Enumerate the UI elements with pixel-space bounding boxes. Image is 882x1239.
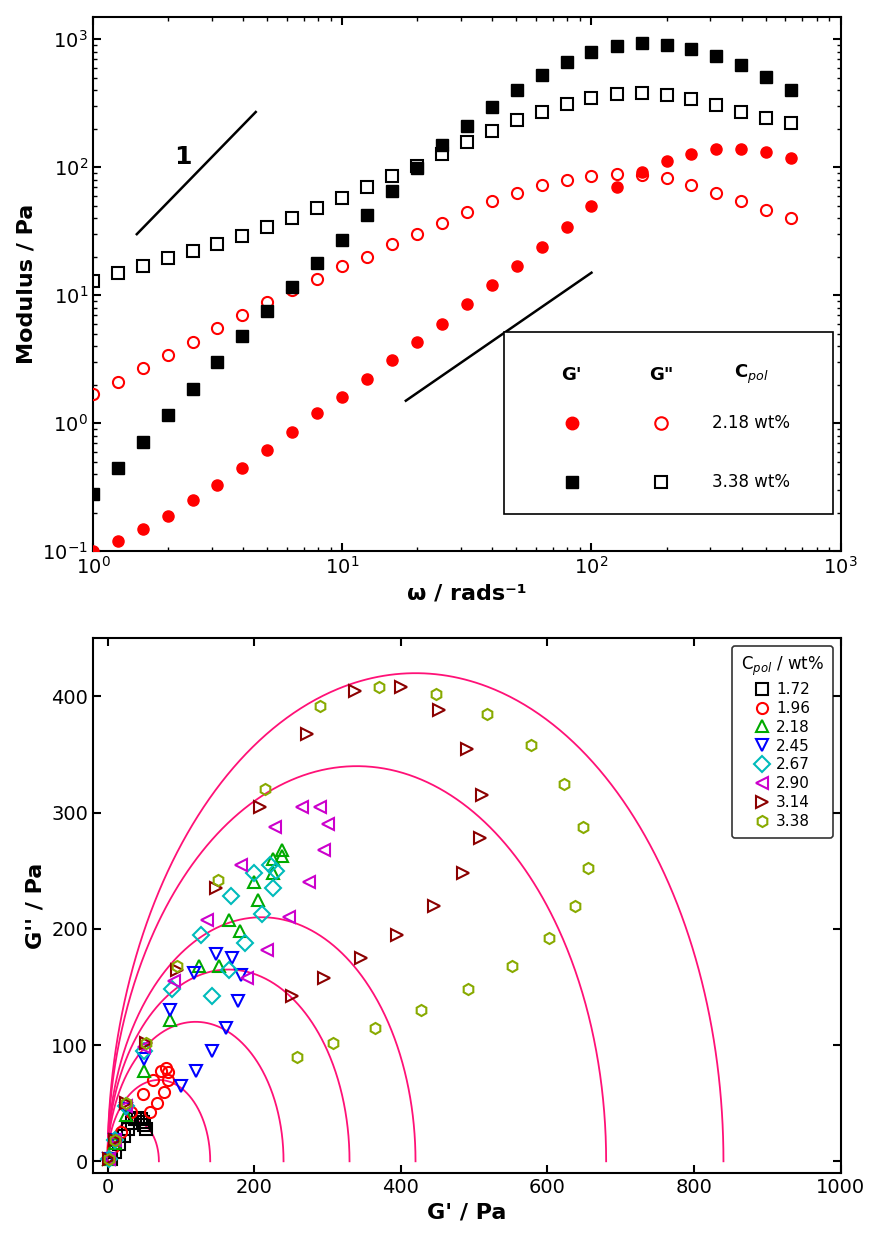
Text: 2: 2: [527, 335, 545, 358]
Text: 3.38 wt%: 3.38 wt%: [712, 473, 790, 491]
Text: 1: 1: [175, 145, 191, 169]
X-axis label: G' / Pa: G' / Pa: [427, 1202, 506, 1223]
Legend: 1.72, 1.96, 2.18, 2.45, 2.67, 2.90, 3.14, 3.38: 1.72, 1.96, 2.18, 2.45, 2.67, 2.90, 3.14…: [732, 646, 833, 838]
Text: 2.18 wt%: 2.18 wt%: [712, 414, 790, 432]
Text: G': G': [561, 366, 582, 384]
FancyBboxPatch shape: [505, 332, 833, 514]
Text: G": G": [649, 366, 674, 384]
Y-axis label: Modulus / Pa: Modulus / Pa: [17, 204, 37, 364]
X-axis label: ω / rads⁻¹: ω / rads⁻¹: [407, 584, 527, 603]
Y-axis label: G'' / Pa: G'' / Pa: [26, 862, 46, 949]
Text: C$_{pol}$: C$_{pol}$: [734, 363, 768, 387]
